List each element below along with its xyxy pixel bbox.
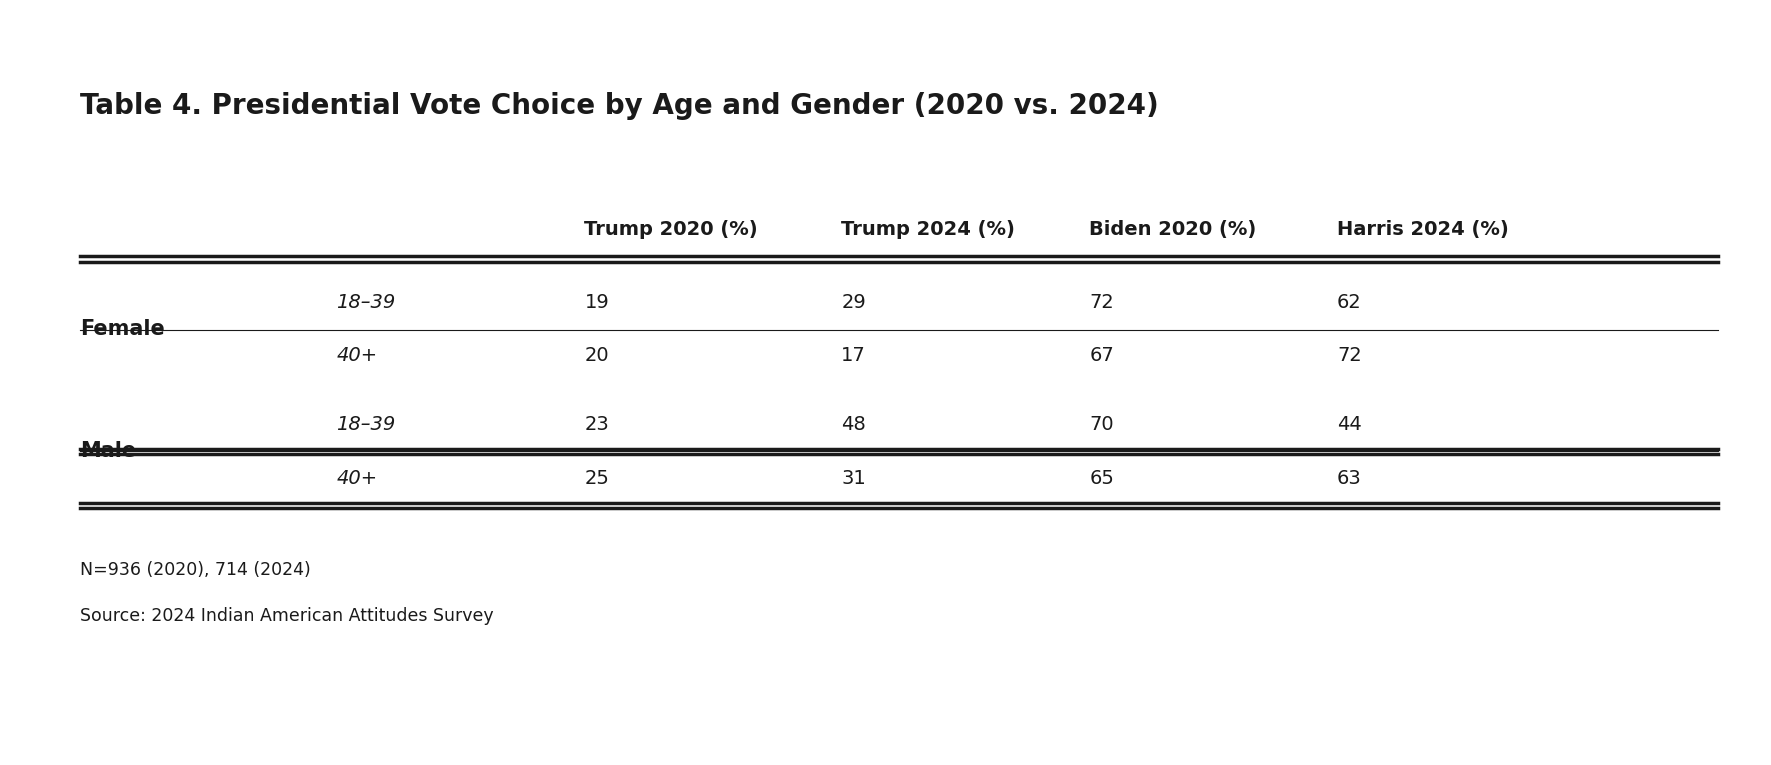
Text: 72: 72 <box>1089 293 1114 311</box>
Text: 44: 44 <box>1337 415 1362 434</box>
Text: Source: 2024 Indian American Attitudes Survey: Source: 2024 Indian American Attitudes S… <box>80 607 494 625</box>
Text: 23: 23 <box>584 415 609 434</box>
Text: 40+: 40+ <box>336 469 377 487</box>
Text: 63: 63 <box>1337 469 1362 487</box>
Text: 19: 19 <box>584 293 609 311</box>
Text: Trump 2020 (%): Trump 2020 (%) <box>584 220 758 239</box>
Text: Trump 2024 (%): Trump 2024 (%) <box>841 220 1015 239</box>
Text: 29: 29 <box>841 293 866 311</box>
Text: 62: 62 <box>1337 293 1362 311</box>
Text: 25: 25 <box>584 469 609 487</box>
Text: Male: Male <box>80 441 136 461</box>
Text: Harris 2024 (%): Harris 2024 (%) <box>1337 220 1509 239</box>
Text: Female: Female <box>80 319 165 339</box>
Text: Biden 2020 (%): Biden 2020 (%) <box>1089 220 1256 239</box>
Text: 31: 31 <box>841 469 866 487</box>
Text: 65: 65 <box>1089 469 1114 487</box>
Text: 17: 17 <box>841 347 866 365</box>
Text: 67: 67 <box>1089 347 1114 365</box>
Text: 72: 72 <box>1337 347 1362 365</box>
Text: 70: 70 <box>1089 415 1114 434</box>
Text: 18–39: 18–39 <box>336 293 395 311</box>
Text: 18–39: 18–39 <box>336 415 395 434</box>
Text: Table 4. Presidential Vote Choice by Age and Gender (2020 vs. 2024): Table 4. Presidential Vote Choice by Age… <box>80 92 1158 120</box>
Text: 40+: 40+ <box>336 347 377 365</box>
Text: 20: 20 <box>584 347 609 365</box>
Text: N=936 (2020), 714 (2024): N=936 (2020), 714 (2024) <box>80 561 310 579</box>
Text: 48: 48 <box>841 415 866 434</box>
